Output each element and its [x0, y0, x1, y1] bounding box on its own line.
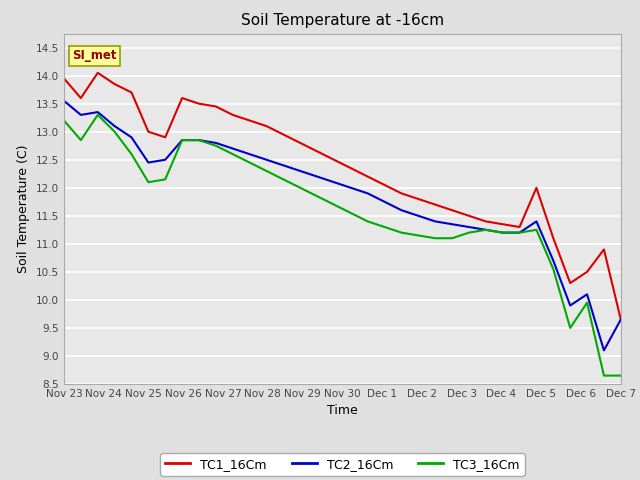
Text: SI_met: SI_met — [72, 49, 117, 62]
Title: Soil Temperature at -16cm: Soil Temperature at -16cm — [241, 13, 444, 28]
Legend: TC1_16Cm, TC2_16Cm, TC3_16Cm: TC1_16Cm, TC2_16Cm, TC3_16Cm — [160, 453, 525, 476]
Y-axis label: Soil Temperature (C): Soil Temperature (C) — [17, 144, 30, 273]
X-axis label: Time: Time — [327, 405, 358, 418]
